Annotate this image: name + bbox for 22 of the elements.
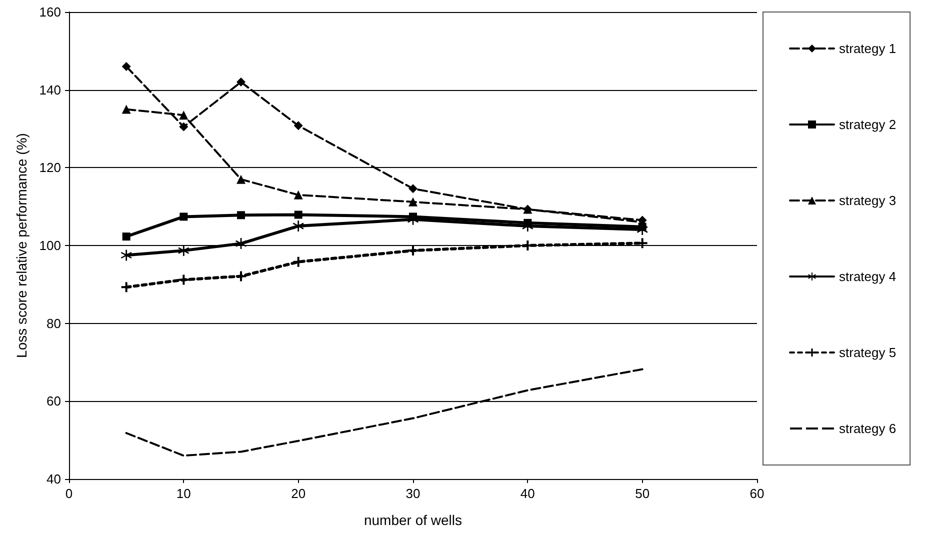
legend-label: strategy 2 (839, 117, 896, 132)
y-tick-label: 140 (39, 82, 61, 98)
x-axis-title: number of wells (364, 512, 462, 528)
legend-label: strategy 3 (839, 193, 896, 208)
x-tick-label: 0 (65, 486, 73, 501)
legend-label: strategy 6 (839, 421, 896, 436)
legend-label: strategy 5 (839, 345, 896, 360)
y-tick-label: 40 (46, 472, 61, 486)
x-tick-label: 10 (176, 486, 191, 501)
x-tick-label: 20 (291, 486, 306, 501)
x-tick-label: 30 (406, 486, 420, 501)
y-tick-label: 60 (46, 394, 61, 409)
x-tick-label: 50 (635, 486, 650, 501)
y-tick-label: 160 (39, 4, 61, 20)
y-tick-label: 80 (46, 316, 61, 331)
legend-label: strategy 4 (839, 269, 896, 284)
y-tick-label: 120 (39, 160, 61, 176)
legend-label: strategy 1 (839, 41, 896, 56)
x-tick-label: 60 (750, 486, 764, 501)
x-tick-label: 40 (520, 486, 535, 501)
y-tick-label: 100 (39, 238, 61, 253)
y-axis-title: Loss score relative performance (%) (13, 133, 30, 358)
